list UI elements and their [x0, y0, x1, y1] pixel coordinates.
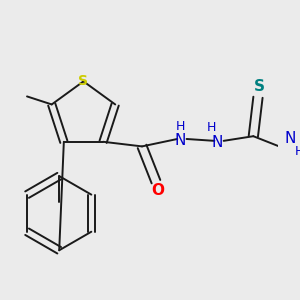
Text: N: N	[174, 133, 186, 148]
Text: H: H	[207, 122, 216, 134]
Text: N: N	[212, 135, 223, 150]
Text: H: H	[176, 119, 185, 133]
Text: N: N	[285, 131, 296, 146]
Text: O: O	[151, 183, 164, 198]
Text: S: S	[79, 74, 88, 88]
Text: H: H	[295, 146, 300, 158]
Text: S: S	[254, 79, 265, 94]
